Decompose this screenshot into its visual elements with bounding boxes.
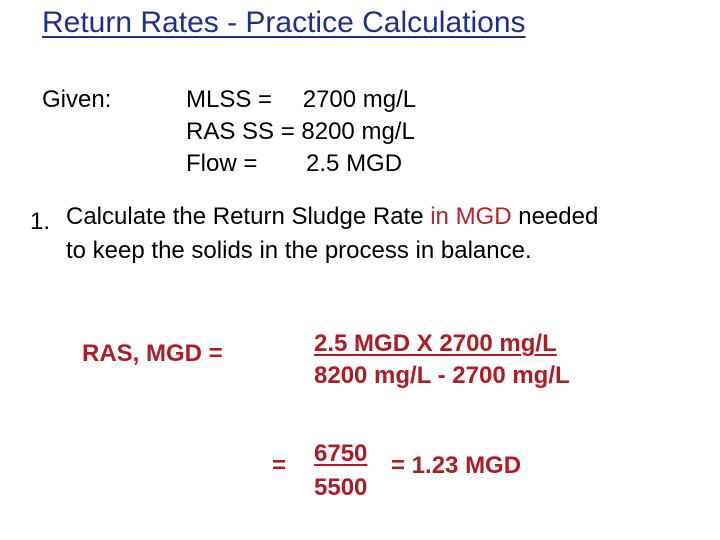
calc-numerator: 2.5 MGD X 2700 mg/L	[314, 330, 557, 357]
question-line-1: Calculate the Return Sludge Rate in MGD …	[66, 203, 598, 231]
given-mlss-value: 2700 mg/L	[302, 86, 417, 113]
given-mlss: MLSS = 2700 mg/L	[186, 86, 416, 114]
question-text-prefix: Calculate the Return Sludge Rate	[66, 203, 431, 230]
given-ras-ss-value: 8200 mg/L	[301, 118, 415, 145]
result-equals: =	[272, 452, 287, 479]
question-highlight: in MGD	[430, 203, 512, 230]
given-flow: Flow = 2.5 MGD	[186, 150, 402, 178]
given-flow-value: 2.5 MGD	[306, 150, 403, 177]
result-value: = 1.23 MGD	[391, 452, 522, 479]
question-number: 1.	[30, 208, 51, 235]
page-title: Return Rates - Practice Calculations	[42, 6, 526, 39]
result-denominator: 5500	[314, 474, 368, 501]
calc-denominator: 8200 mg/L - 2700 mg/L	[314, 362, 570, 389]
question-line-2: to keep the solids in the process in bal…	[66, 237, 532, 264]
given-ras-ss: RAS SS = 8200 mg/L	[186, 118, 415, 146]
given-label: Given:	[42, 86, 112, 113]
calc-label: RAS, MGD =	[82, 340, 223, 367]
given-flow-name: Flow =	[186, 150, 258, 177]
question-text-suffix: needed	[511, 203, 599, 230]
given-mlss-name: MLSS =	[186, 86, 273, 113]
given-ras-ss-name: RAS SS =	[186, 118, 295, 145]
result-numerator: 6750	[314, 440, 368, 467]
